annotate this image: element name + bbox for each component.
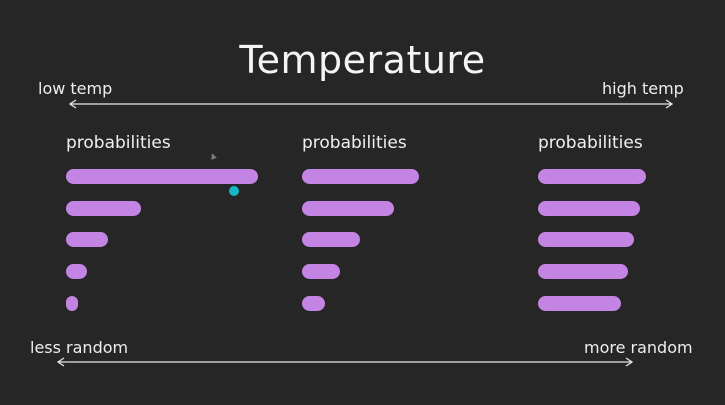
chart-3-title: probabilities	[538, 133, 643, 153]
chart-2-bar-5	[302, 296, 325, 311]
chart-2-bar-1	[302, 169, 419, 184]
chart-1-bar-2	[66, 201, 141, 216]
chart-1-bar-3	[66, 232, 108, 247]
chart-3-bar-2	[538, 201, 640, 216]
chart-1-bar-1	[66, 169, 258, 184]
slide-title: Temperature	[239, 38, 486, 82]
chart-2-title: probabilities	[302, 133, 407, 153]
chart-3-bar-3	[538, 232, 634, 247]
high-temp-label: high temp	[602, 79, 684, 98]
chart-3-bar-5	[538, 296, 621, 311]
more-random-label: more random	[584, 338, 693, 357]
cursor-dot	[229, 186, 239, 196]
chart-3-bar-1	[538, 169, 646, 184]
chart-2-bar-4	[302, 264, 340, 279]
chart-1-title: probabilities	[66, 133, 171, 153]
chart-1-bar-5	[66, 296, 78, 311]
low-temp-label: low temp	[38, 79, 113, 98]
chart-2-bar-2	[302, 201, 394, 216]
less-random-label: less random	[30, 338, 129, 357]
chart-1-bar-4	[66, 264, 87, 279]
chart-2-bar-3	[302, 232, 360, 247]
chart-3-bar-4	[538, 264, 628, 279]
